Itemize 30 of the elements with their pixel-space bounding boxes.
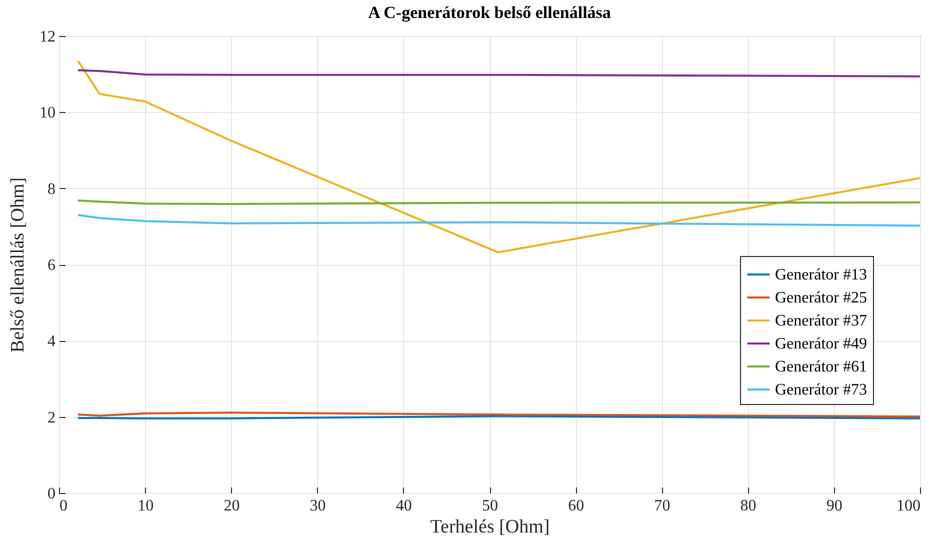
y-tick-label: 2 — [48, 409, 56, 426]
legend-label: Generátor #49 — [775, 336, 867, 352]
x-tick-label: 60 — [568, 498, 584, 514]
x-tick-label: 90 — [826, 498, 842, 514]
legend-label: Generátor #37 — [775, 312, 867, 330]
line-series — [76, 69, 920, 78]
y-axis-title: Belső ellenállás [Ohm] — [8, 177, 28, 353]
legend-label: Generátor #61 — [775, 358, 867, 376]
line-series — [76, 60, 920, 254]
x-tick-label: 20 — [224, 498, 240, 514]
y-tick-label: 6 — [48, 257, 56, 274]
y-tick-label: 4 — [48, 333, 56, 350]
x-tick-label: 50 — [482, 498, 498, 514]
x-tick-label: 100 — [896, 498, 920, 514]
y-tick-label: 10 — [40, 104, 56, 122]
y-tick-label: 0 — [48, 486, 56, 502]
x-tick-label: 80 — [740, 498, 756, 514]
x-tick-label: 10 — [138, 498, 154, 514]
y-tick-label: 8 — [48, 180, 56, 198]
legend-label: Generátor #25 — [775, 290, 867, 306]
x-axis-title: Terhelés [Ohm] — [430, 516, 550, 538]
x-tick-label: 70 — [654, 498, 670, 514]
legend-label: Generátor #73 — [775, 382, 867, 398]
x-tick-label: 0 — [60, 498, 68, 514]
x-tick-label: 30 — [310, 498, 326, 514]
chart-title: A C-generátorok belső ellenállása — [368, 3, 612, 22]
x-tick-label: 40 — [396, 498, 412, 514]
line-series — [76, 214, 920, 227]
y-tick-label: 12 — [40, 28, 56, 46]
legend-label: Generátor #13 — [775, 266, 867, 284]
